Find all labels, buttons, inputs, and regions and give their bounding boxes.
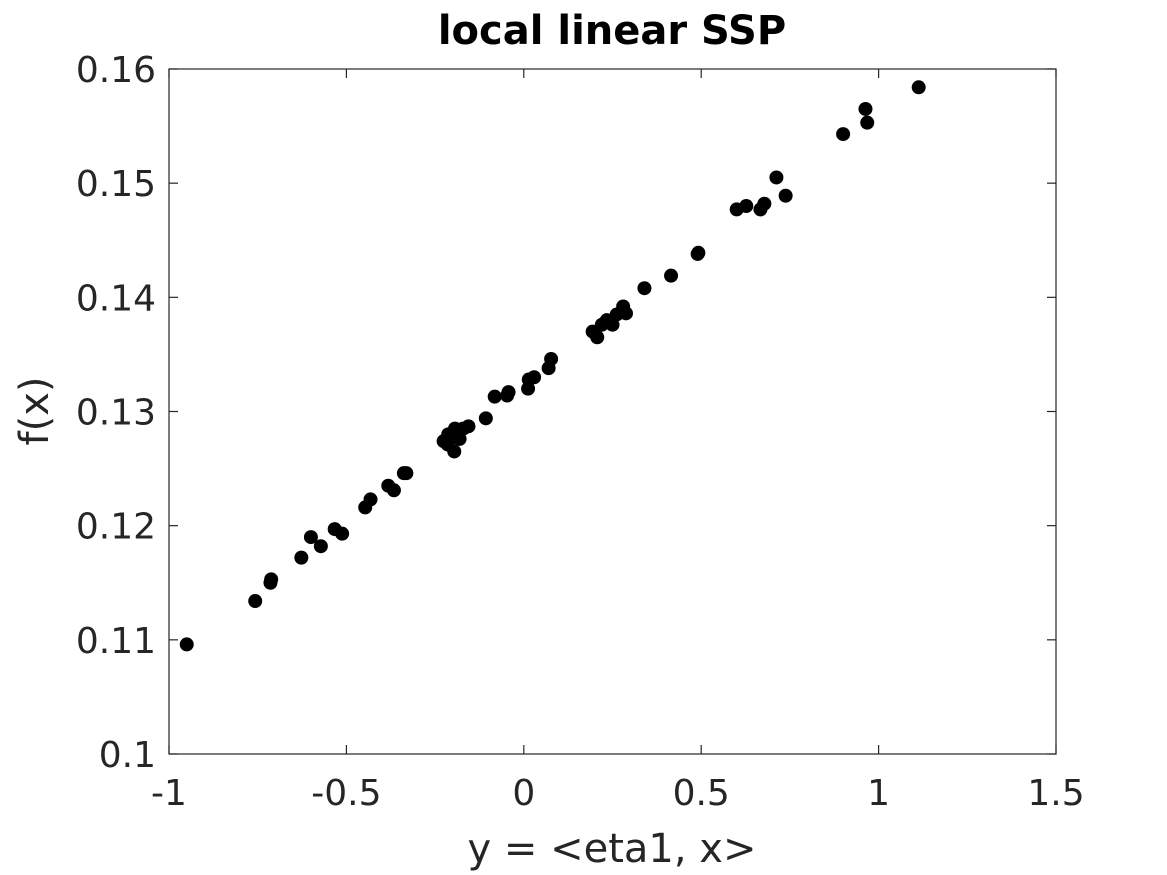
x-tick-label: 0 — [512, 773, 535, 814]
data-point — [294, 550, 309, 565]
x-tick-label: 0.5 — [673, 773, 730, 814]
data-point — [335, 526, 350, 541]
data-point — [739, 199, 754, 213]
data-point — [303, 530, 318, 545]
data-point — [691, 245, 706, 260]
y-tick-labels: 0.1 0.11 0.12 0.13 0.14 0.15 0.16 — [76, 50, 156, 776]
y-tick-label: 0.11 — [76, 621, 156, 662]
data-point — [447, 444, 462, 459]
data-point — [487, 389, 502, 404]
data-point — [313, 539, 328, 554]
data-point — [911, 80, 926, 95]
data-point — [179, 637, 194, 652]
data-point — [501, 385, 516, 400]
data-point — [618, 306, 633, 321]
y-tick-label: 0.1 — [99, 735, 156, 776]
plot-area — [168, 68, 1057, 755]
chart-title: local linear SSP — [438, 8, 786, 54]
data-point — [461, 419, 476, 434]
x-axis-label: y = <eta1, x> — [467, 826, 756, 872]
data-point — [664, 268, 679, 283]
data-point — [248, 594, 263, 609]
data-point — [363, 492, 378, 507]
data-point — [386, 483, 401, 498]
data-point — [860, 115, 875, 130]
data-point — [858, 101, 873, 116]
y-tick-label: 0.16 — [76, 50, 156, 91]
x-tick-label: 1 — [867, 773, 890, 814]
data-point — [637, 281, 652, 296]
y-tick-label: 0.15 — [76, 164, 156, 205]
x-tick-label: 1.5 — [1027, 773, 1084, 814]
data-point — [590, 330, 605, 345]
data-point — [478, 411, 493, 426]
data-point — [264, 572, 279, 587]
x-tick-label: -0.5 — [311, 773, 381, 814]
data-point — [544, 351, 559, 366]
data-point — [836, 127, 851, 142]
y-tick-label: 0.12 — [76, 507, 156, 548]
data-point — [778, 188, 793, 203]
axis-ticks — [168, 68, 1057, 755]
data-point — [527, 370, 542, 385]
y-tick-label: 0.14 — [76, 278, 156, 319]
y-tick-label: 0.13 — [76, 393, 156, 434]
data-points — [179, 80, 926, 652]
x-tick-label: -1 — [151, 773, 187, 814]
data-point — [757, 196, 772, 211]
x-tick-labels: -1 -0.5 0 0.5 1 1.5 — [151, 773, 1085, 814]
y-axis-label: f(x) — [12, 377, 58, 446]
data-point — [769, 170, 784, 185]
data-point — [399, 466, 414, 481]
